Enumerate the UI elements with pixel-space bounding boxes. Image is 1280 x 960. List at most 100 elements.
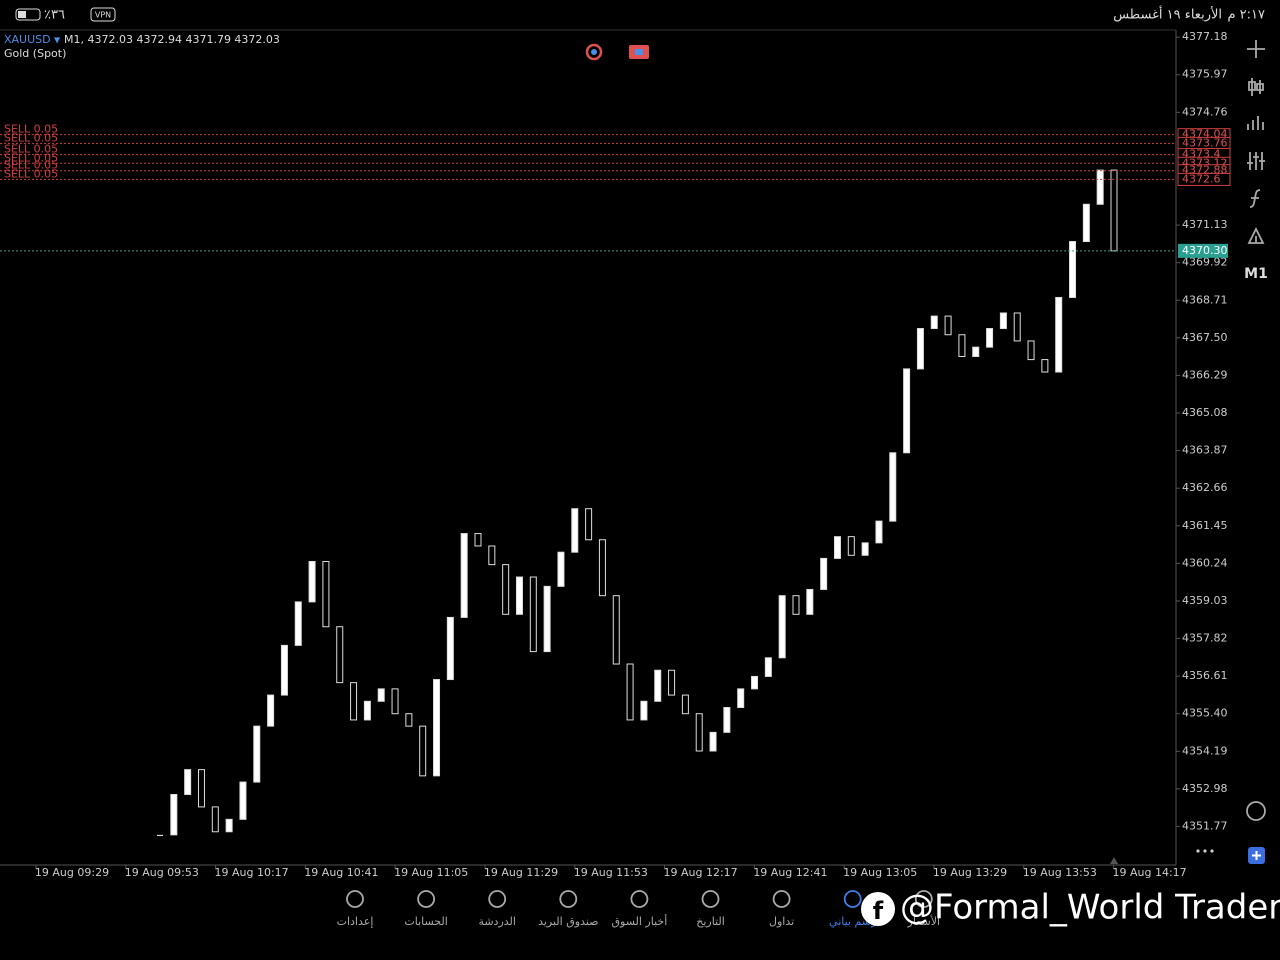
candle	[751, 675, 759, 690]
candle	[1110, 169, 1118, 252]
current-price-label: 4370.30	[1182, 244, 1228, 257]
y-tick-label: 4368.71	[1182, 293, 1228, 306]
x-tick-label: 19 Aug 14:17	[1113, 866, 1187, 879]
x-tick-label: 19 Aug 12:41	[753, 866, 827, 879]
settings-tool[interactable]	[1247, 152, 1265, 170]
candle	[377, 688, 385, 702]
candle	[999, 312, 1007, 330]
vpn-text: VPN	[95, 11, 111, 20]
y-tick-label: 4371.13	[1182, 218, 1228, 231]
analytics-tool[interactable]	[1246, 801, 1266, 821]
nav-label[interactable]: إعدادات	[337, 915, 374, 928]
y-tick-label: 4374.76	[1182, 105, 1228, 118]
one-click-icon[interactable]	[585, 43, 603, 61]
x-tick-label: 19 Aug 13:29	[933, 866, 1007, 879]
nav-label[interactable]: صندوق البريد	[538, 915, 598, 928]
x-tick-label: 19 Aug 13:53	[1023, 866, 1097, 879]
candle	[668, 669, 676, 696]
battery-text: ٪٣٦	[44, 8, 65, 23]
one-click-icon-center	[591, 49, 597, 55]
candle	[792, 595, 800, 615]
chart-type-tool[interactable]	[1248, 78, 1264, 96]
facebook-f: f	[873, 897, 884, 925]
order-price-label: 4372.6	[1182, 172, 1221, 185]
candle	[267, 694, 275, 727]
candle	[654, 669, 662, 702]
x-tick-label: 19 Aug 10:17	[215, 866, 289, 879]
candle	[626, 663, 634, 721]
candle	[515, 576, 523, 615]
x-tick-label: 19 Aug 09:53	[125, 866, 199, 879]
candle	[764, 657, 772, 677]
candle	[543, 585, 551, 653]
plot-area: 4377.18 4375.97 4374.76 4371.13 4369.92 4368.…	[0, 30, 1231, 879]
candle	[737, 688, 745, 709]
volume-tool[interactable]	[1247, 116, 1264, 130]
current-price-box	[1178, 243, 1228, 258]
timeframe-button[interactable]: M1	[1244, 266, 1268, 282]
candle	[681, 694, 689, 715]
candle	[695, 713, 703, 752]
toolbar	[1110, 40, 1266, 864]
candle	[253, 725, 261, 783]
candle	[889, 452, 897, 522]
trade-icon-center	[635, 49, 643, 55]
x-tick-label: 19 Aug 12:17	[664, 866, 738, 879]
candle	[723, 707, 731, 733]
objects-tool[interactable]	[1247, 226, 1265, 244]
nav-icon[interactable]	[630, 890, 649, 908]
vpn-box	[90, 7, 116, 22]
y-tick-label: 4355.40	[1182, 707, 1228, 720]
candle	[502, 564, 510, 615]
nav-label[interactable]: التاريخ	[696, 915, 725, 928]
more-dot[interactable]	[1196, 849, 1200, 853]
nav-icon[interactable]	[843, 890, 862, 908]
status-date: الأربعاء ١٩ أغسطس	[1113, 6, 1222, 23]
candle	[1069, 241, 1077, 298]
y-tick-label: 4365.08	[1182, 406, 1228, 419]
nav-icon[interactable]	[417, 890, 436, 908]
crosshair-tool[interactable]	[1247, 40, 1265, 58]
candle	[460, 533, 468, 618]
new-order-plus	[1252, 851, 1261, 860]
candle	[391, 688, 399, 715]
nav-icon[interactable]	[488, 890, 507, 908]
symbol[interactable]: XAUUSD	[4, 33, 51, 46]
y-tick-label: 4360.24	[1182, 556, 1228, 569]
candle	[640, 700, 648, 721]
candle	[308, 561, 316, 603]
candle	[350, 682, 358, 721]
scroll-marker	[1110, 857, 1118, 864]
candle	[861, 542, 869, 556]
order-price-box	[1177, 172, 1231, 186]
more-dot[interactable]	[1210, 849, 1214, 853]
nav-icon[interactable]	[346, 890, 364, 908]
candle	[405, 713, 413, 727]
nav-label[interactable]: الحسابات	[404, 915, 447, 928]
nav-label[interactable]: الدردشة	[478, 915, 516, 928]
candle	[363, 700, 371, 721]
nav-icon[interactable]	[701, 890, 720, 908]
nav-icon[interactable]	[559, 890, 578, 908]
order-label: SELL 0.05	[4, 123, 58, 136]
order-price-label: 4373.76	[1182, 136, 1228, 149]
nav-label[interactable]: تداول	[769, 915, 794, 928]
nav-icon[interactable]	[772, 890, 791, 908]
nav-label[interactable]: الأسعار	[907, 914, 941, 928]
candle	[280, 644, 288, 696]
candle	[1096, 169, 1104, 205]
nav-icon[interactable]	[914, 890, 933, 908]
more-dot[interactable]	[1203, 849, 1207, 853]
candle	[197, 769, 205, 808]
y-tick-label: 4356.61	[1182, 669, 1228, 682]
ohlc-header: M1, 4372.03 4372.94 4371.79 4372.03	[64, 33, 280, 46]
candle	[1027, 340, 1035, 361]
order-label: SELL 0.05	[4, 151, 58, 164]
symbol-dropdown[interactable]: ▼	[54, 36, 61, 45]
y-tick-label: 4357.82	[1182, 632, 1228, 645]
nav-label[interactable]: أخبار السوق	[612, 914, 668, 928]
indicators-tool[interactable]	[1249, 189, 1261, 208]
candle	[986, 328, 994, 348]
candle	[1013, 312, 1021, 342]
